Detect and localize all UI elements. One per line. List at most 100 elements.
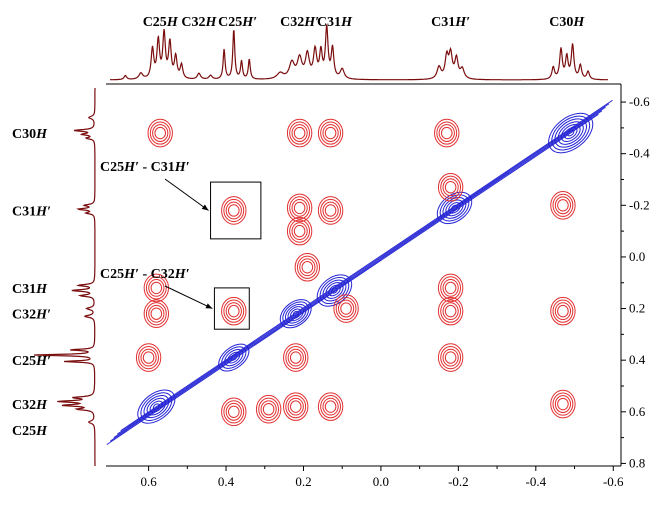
- diagonal-peak-contour: [290, 308, 302, 319]
- diagonal-peak-contour: [137, 389, 176, 424]
- diagonal-peak-contour: [560, 124, 581, 142]
- diagonal-peak-contour: [448, 202, 461, 214]
- cross-peak-contour: [294, 252, 321, 282]
- diagonal-peak-contour: [567, 129, 575, 137]
- cross-peak-contour: [148, 279, 165, 297]
- cross-peak: [333, 294, 359, 323]
- cross-peak-contour: [258, 397, 280, 421]
- x-tick-label: -0.4: [526, 474, 547, 489]
- top-peak-label: C30H: [549, 15, 585, 30]
- diagonal-peak-contour: [152, 403, 160, 410]
- diagonal-peak-contour: [325, 282, 344, 299]
- cross-peak-contour: [143, 299, 170, 329]
- cross-peak-contour: [557, 397, 569, 411]
- cross-peak-contour: [289, 400, 302, 413]
- diagonal-peak: [218, 343, 250, 372]
- cross-peak: [221, 296, 247, 326]
- top-1d-projection: [110, 23, 608, 81]
- cross-peak: [286, 216, 313, 246]
- cross-peak-contour: [227, 204, 240, 217]
- cross-peak-contour: [440, 126, 453, 140]
- annotation-2: C25H′ - C32H′: [100, 267, 250, 330]
- annotation-arrow: [164, 285, 213, 310]
- diagonal-peak-contour: [551, 115, 591, 151]
- diagonal-peak-contour: [451, 204, 458, 212]
- cross-peak-contour: [149, 121, 171, 145]
- cross-peak: [550, 389, 576, 419]
- cross-peak-contour: [322, 201, 339, 220]
- diagonal-peak-contour: [143, 395, 170, 419]
- cross-peak-contour: [293, 126, 306, 140]
- diagonal-peak-contour: [284, 303, 307, 324]
- diagonal-ridge-line: [113, 106, 606, 438]
- y-tick-label: -0.2: [629, 197, 650, 212]
- left-peak-label: C25H: [12, 424, 48, 439]
- y-tick-label: -0.4: [629, 146, 650, 161]
- cross-peak-contour: [437, 343, 464, 372]
- diagonal-peak-contour: [140, 392, 173, 421]
- diagonal-peak-contour: [227, 351, 241, 364]
- cross-peak: [437, 343, 464, 372]
- cross-peak-contour: [324, 400, 337, 413]
- cross-peak-contour: [340, 302, 352, 315]
- top-peak-labels: C25H C32H C25H′ C32H′C31H C31H′ C30H: [143, 15, 586, 30]
- cross-peak-contour: [320, 198, 341, 223]
- diagonal-ridge-line: [120, 99, 613, 431]
- cross-peak-contour: [437, 296, 464, 326]
- cross-peak: [147, 118, 173, 148]
- cross-peak: [317, 196, 344, 225]
- top-peak-label: C32H: [181, 15, 217, 30]
- cross-peak-contour: [225, 201, 242, 220]
- cross-peak: [135, 343, 162, 372]
- cross-peak-contour: [145, 302, 167, 326]
- cross-peak-contour: [289, 219, 311, 243]
- diagonal-ridge-line: [116, 103, 610, 435]
- cross-peak-contour: [442, 302, 459, 321]
- diagonal-peak-contour: [439, 194, 470, 222]
- annotation-arrowhead: [201, 204, 209, 211]
- diagonal-peak: [548, 112, 594, 154]
- cross-peak-contour: [444, 304, 457, 318]
- cross-peak-contour: [221, 296, 247, 326]
- y-axis: -0.6 -0.4 -0.2 0.0 0.2 0.4 0.6 0.8: [620, 84, 650, 470]
- cross-peak-contour: [138, 345, 159, 370]
- cross-peak: [550, 296, 576, 326]
- cross-peak-contour: [154, 126, 167, 140]
- cross-peak-contour: [557, 199, 569, 212]
- diagonal-peak-contour: [548, 112, 594, 154]
- cross-peak-contour: [286, 193, 313, 223]
- left-projection-trace: [33, 88, 96, 466]
- cross-peak-contour: [291, 222, 308, 241]
- cross-peak-contour: [552, 299, 574, 323]
- cross-peak-contour: [550, 296, 576, 326]
- cross-peak-contour: [289, 351, 302, 364]
- cross-peak-contour: [145, 276, 167, 300]
- cross-peak: [550, 191, 576, 220]
- cross-peak-contour: [320, 121, 341, 145]
- cross-peak-contour: [293, 224, 306, 238]
- cross-peak-contour: [221, 196, 247, 225]
- cross-peak-contour: [262, 403, 275, 416]
- annotation-label: C25H′ - C31H′: [100, 160, 190, 175]
- diagonal-peak-contour: [287, 306, 304, 322]
- cross-peak: [437, 296, 464, 326]
- cross-peak-contour: [285, 345, 307, 370]
- cross-peak-contour: [289, 196, 311, 220]
- diagonal-peak: [279, 299, 312, 329]
- cross-peak: [221, 397, 247, 427]
- cross-peak-contour: [324, 204, 337, 217]
- diagonal-peak-contour: [563, 126, 578, 140]
- cross-peak: [221, 196, 247, 225]
- y-tick-label: 0.2: [629, 301, 645, 316]
- top-peak-label: C32H′: [280, 15, 319, 30]
- left-peak-label: C31H: [12, 282, 48, 297]
- cross-peak: [294, 252, 321, 282]
- cross-peak-contour: [299, 258, 316, 277]
- cross-peak-contour: [444, 281, 457, 295]
- y-tick-label: 0.8: [629, 455, 645, 470]
- cross-peak-contour: [221, 397, 247, 427]
- cross-peak-contour: [557, 304, 569, 318]
- cross-peak-contour: [227, 304, 240, 318]
- y-tick-label: 0.0: [629, 249, 645, 264]
